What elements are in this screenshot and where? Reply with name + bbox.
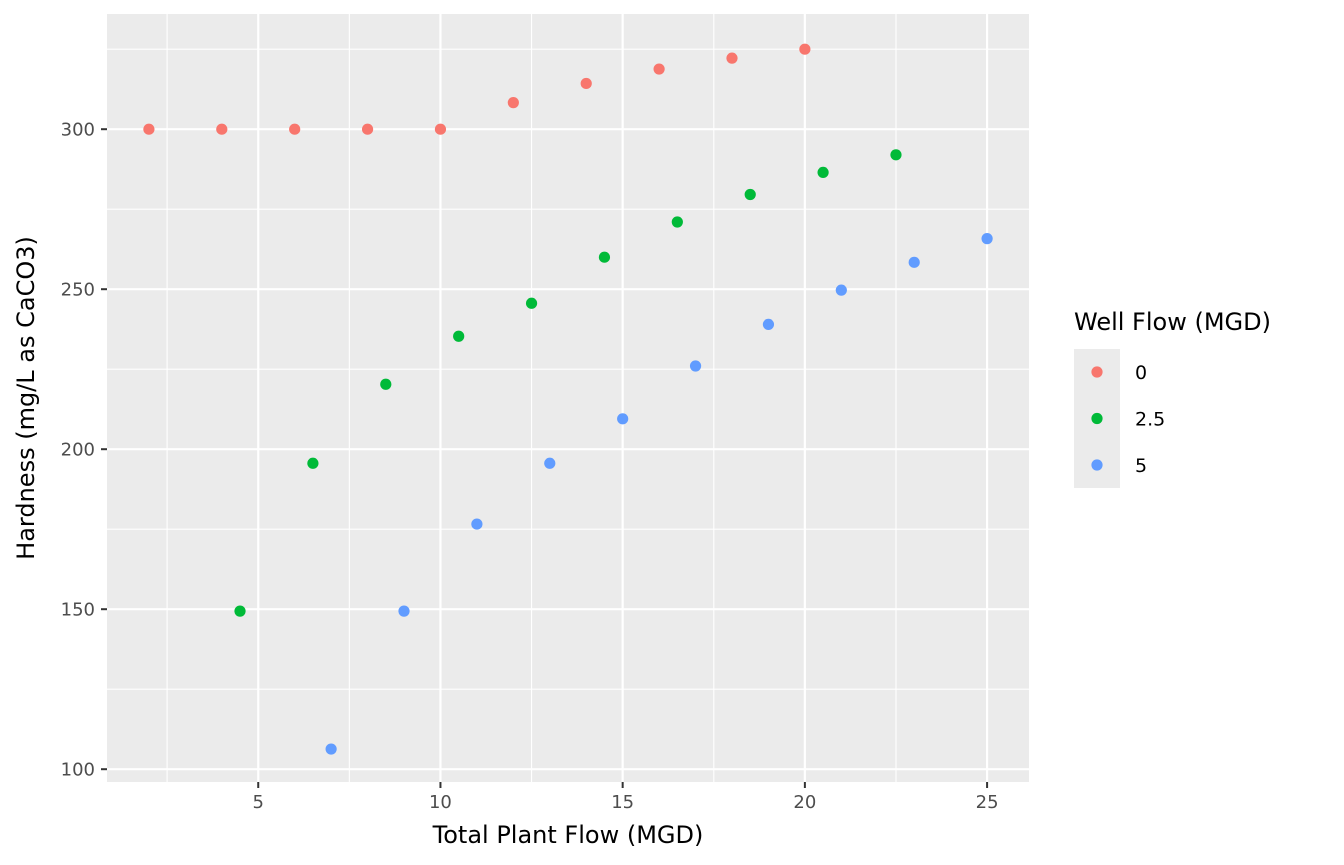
y-tick-label: 300 — [61, 120, 95, 141]
data-point — [799, 43, 811, 55]
data-point — [325, 743, 337, 755]
legend-label: 2.5 — [1135, 409, 1165, 431]
legend-label: 0 — [1135, 362, 1147, 384]
legend-key — [1091, 459, 1103, 471]
y-axis: 100 150 200 250 300 — [61, 120, 107, 781]
x-tick-label: 5 — [253, 792, 264, 813]
legend-label: 5 — [1135, 455, 1147, 477]
y-axis-title: Hardness (mg/L as CaCO3) — [12, 236, 40, 560]
data-point — [744, 188, 756, 201]
data-point — [289, 123, 301, 135]
data-point — [143, 123, 155, 135]
data-point — [507, 97, 519, 109]
legend-items: 02.55 — [1091, 362, 1165, 477]
legend-key — [1091, 412, 1103, 425]
x-tick-label: 25 — [976, 792, 999, 813]
x-axis-title: Total Plant Flow (MGD) — [432, 821, 704, 849]
x-tick-label: 20 — [793, 792, 816, 813]
data-point — [762, 318, 775, 330]
data-point — [307, 457, 319, 469]
data-point — [434, 123, 447, 135]
data-point — [653, 63, 665, 75]
data-point — [525, 297, 538, 309]
data-point — [580, 77, 592, 90]
data-point — [726, 52, 738, 64]
data-point — [817, 166, 829, 178]
y-tick-label: 100 — [61, 760, 95, 781]
minor-gridlines — [107, 14, 1029, 782]
major-gridlines — [107, 14, 1029, 782]
data-point — [380, 378, 392, 390]
legend-title: Well Flow (MGD) — [1074, 308, 1271, 336]
data-point — [234, 605, 246, 617]
data-point — [835, 284, 847, 296]
data-point — [890, 149, 902, 161]
x-tick-label: 10 — [429, 792, 452, 813]
data-point — [216, 123, 228, 135]
data-point — [908, 256, 920, 268]
data-point — [471, 518, 483, 530]
data-point — [361, 123, 374, 135]
data-points — [143, 43, 993, 755]
data-point — [398, 605, 410, 617]
plot-panel — [107, 14, 1029, 782]
x-tick-label: 15 — [611, 792, 634, 813]
y-tick-label: 200 — [61, 440, 95, 461]
data-point — [981, 233, 993, 245]
x-axis: 5 10 15 20 25 — [253, 782, 999, 813]
data-point — [617, 413, 629, 425]
legend-key — [1091, 366, 1103, 378]
data-point — [689, 360, 702, 372]
y-tick-label: 250 — [61, 280, 95, 301]
data-point — [671, 216, 683, 228]
y-tick-label: 150 — [61, 600, 95, 621]
data-point — [453, 330, 465, 342]
legend: Well Flow (MGD) 02.55 — [1074, 308, 1271, 488]
data-point — [598, 251, 611, 263]
data-point — [544, 457, 556, 469]
